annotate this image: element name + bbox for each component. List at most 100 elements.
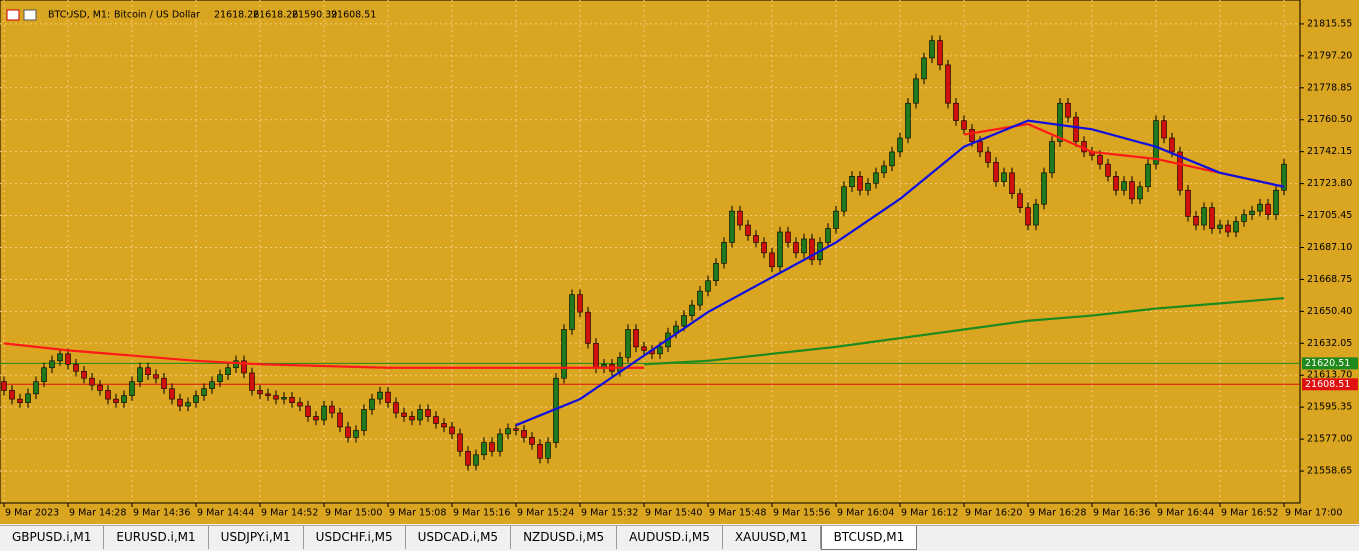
x-tick-label: 9 Mar 14:52 bbox=[261, 508, 318, 519]
candle-body bbox=[729, 210, 735, 243]
candle-body bbox=[121, 395, 127, 403]
icon bbox=[23, 9, 37, 21]
tab-bar: GBPUSD.i,M1 EURUSD.i,M1 USDJPY.i,M1 USDCHF.… bbox=[0, 525, 1359, 551]
candle-body bbox=[737, 210, 743, 226]
symbol-tab[interactable]: EURUSD.i,M1 bbox=[104, 526, 209, 549]
symbol: BTCUSD, M1: bbox=[48, 10, 110, 21]
symbol-tab[interactable]: USDCAD.i,M5 bbox=[406, 526, 512, 549]
candle-body bbox=[1129, 181, 1135, 200]
symbol-tab[interactable]: USDJPY.i,M1 bbox=[209, 526, 304, 549]
candle-body bbox=[337, 412, 343, 428]
symbol-tab[interactable]: GBPUSD.i,M1 bbox=[0, 526, 105, 549]
candle-body bbox=[1233, 221, 1239, 233]
candle-body bbox=[969, 129, 975, 142]
candle-body bbox=[1121, 181, 1127, 191]
y-tick-label: 21558.65 bbox=[1307, 466, 1352, 477]
x-tick-label: 9 Mar 15:40 bbox=[645, 508, 702, 519]
candle-body bbox=[489, 442, 495, 452]
candle-body bbox=[473, 454, 479, 466]
candle-body bbox=[1217, 224, 1223, 229]
candle-body bbox=[329, 405, 335, 414]
candle-body bbox=[1025, 207, 1031, 226]
candle-body bbox=[353, 430, 359, 438]
x-tick-label: 9 Mar 15:56 bbox=[773, 508, 830, 519]
candle-body bbox=[1065, 102, 1071, 118]
candle-body bbox=[201, 388, 207, 396]
candle-body bbox=[113, 398, 119, 403]
candle-body bbox=[881, 165, 887, 174]
indicator-line bbox=[643, 297, 1285, 366]
candle-body bbox=[1153, 120, 1159, 165]
candle-body bbox=[529, 437, 535, 445]
candle-body bbox=[281, 397, 287, 400]
candle-body bbox=[465, 451, 471, 466]
x-tick-label: 9 Mar 16:04 bbox=[837, 508, 894, 519]
symbol-tab[interactable]: XAUUSD,M1 bbox=[723, 526, 821, 549]
candle-body bbox=[657, 346, 663, 355]
candle-body bbox=[705, 280, 711, 292]
candle-body bbox=[593, 343, 599, 369]
candle-body bbox=[633, 329, 639, 348]
x-tick-label: 9 Mar 14:44 bbox=[197, 508, 254, 519]
candle-body bbox=[841, 186, 847, 212]
candle-body bbox=[505, 428, 511, 435]
candle-body bbox=[769, 252, 775, 268]
candle-body bbox=[681, 315, 687, 327]
description: Bitcoin / US Dollar bbox=[114, 10, 200, 21]
candle-body bbox=[561, 329, 567, 379]
symbol-tab[interactable]: NZDUSD.i,M5 bbox=[511, 526, 618, 549]
y-tick-label: 21668.75 bbox=[1307, 274, 1352, 285]
candle-body bbox=[1209, 207, 1215, 229]
candle-body bbox=[745, 224, 751, 236]
candle-body bbox=[625, 329, 631, 358]
candle-body bbox=[641, 346, 647, 351]
candle-body bbox=[1249, 210, 1255, 215]
price-tag bbox=[1302, 357, 1358, 370]
candle-body bbox=[241, 360, 247, 374]
candle-body bbox=[993, 162, 999, 182]
x-tick-label: 9 Mar 15:48 bbox=[709, 508, 766, 519]
candle-body bbox=[1073, 116, 1079, 142]
candle-body bbox=[1145, 163, 1151, 188]
candle-body bbox=[25, 393, 31, 403]
candle-body bbox=[929, 40, 935, 59]
candle-body bbox=[985, 151, 991, 163]
candle-body bbox=[81, 370, 87, 379]
plot-frame bbox=[0, 0, 1301, 504]
ohlc-high: 21618.26 bbox=[253, 10, 298, 21]
candle-body bbox=[265, 393, 271, 396]
ohlc-low: 21590.39 bbox=[292, 10, 337, 21]
candle-body bbox=[257, 390, 263, 395]
indicator-line bbox=[515, 119, 1285, 427]
candle-body bbox=[945, 64, 951, 104]
y-tick-label: 21577.00 bbox=[1307, 434, 1352, 445]
candle-body bbox=[1273, 189, 1279, 215]
candle-body bbox=[1009, 172, 1015, 195]
candle-body bbox=[617, 357, 623, 372]
candle-body bbox=[1257, 203, 1263, 212]
symbol-tab[interactable]: AUDUSD.i,M5 bbox=[617, 526, 723, 549]
candle-body bbox=[249, 372, 255, 391]
symbol-tab[interactable]: BTCUSD,M1 bbox=[820, 526, 918, 550]
candle-body bbox=[185, 402, 191, 407]
candle-body bbox=[433, 416, 439, 424]
candle-body bbox=[1017, 193, 1023, 208]
candle-body bbox=[1057, 102, 1063, 142]
candle-body bbox=[345, 426, 351, 438]
candle-body bbox=[577, 294, 583, 313]
candle-body bbox=[313, 416, 319, 421]
candle-body bbox=[921, 57, 927, 80]
x-tick-label: 9 Mar 16:44 bbox=[1157, 508, 1214, 519]
x-tick-label: 9 Mar 14:28 bbox=[69, 508, 126, 519]
candle-body bbox=[721, 242, 727, 264]
symbol-tab[interactable]: USDCHF.i,M5 bbox=[304, 526, 406, 549]
candle-body bbox=[753, 235, 759, 243]
candle-body bbox=[1033, 203, 1039, 226]
x-tick-label: 9 Mar 15:16 bbox=[453, 508, 510, 519]
y-tick-label: 21742.15 bbox=[1307, 146, 1352, 157]
candle-body bbox=[873, 172, 879, 184]
candle-body bbox=[9, 390, 15, 400]
price-tag-label: 21608.51 bbox=[1305, 379, 1350, 390]
candle-body bbox=[449, 426, 455, 435]
candle-body bbox=[953, 102, 959, 121]
